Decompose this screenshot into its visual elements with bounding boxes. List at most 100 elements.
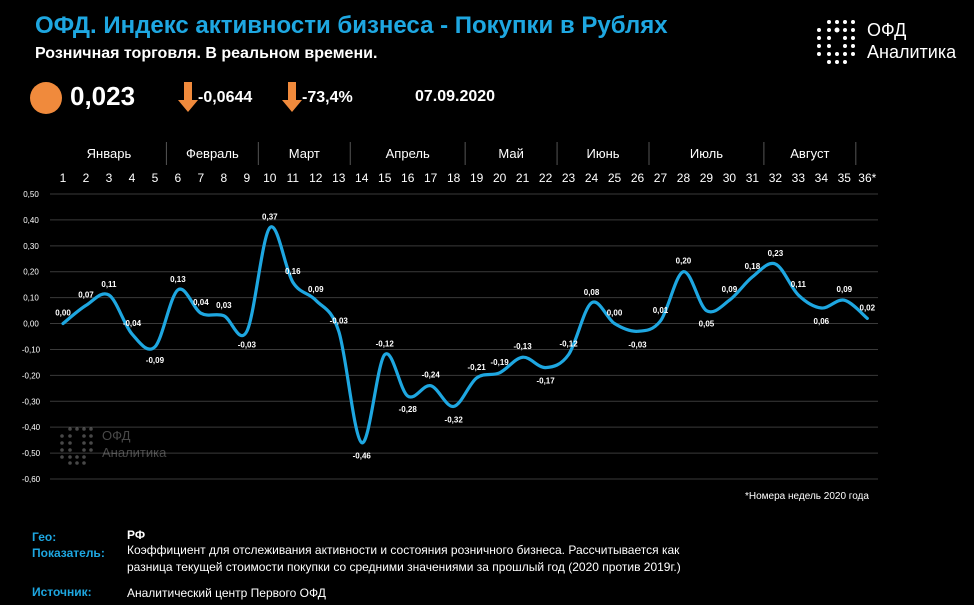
data-label: 0,04 xyxy=(193,298,209,307)
data-label: 0,18 xyxy=(745,262,761,271)
data-label: 0,01 xyxy=(653,306,669,315)
watermark-dots-icon xyxy=(60,427,93,465)
x-tick-label: 13 xyxy=(332,171,346,185)
logo-dots-icon xyxy=(817,20,855,64)
x-tick-label: 10 xyxy=(263,171,277,185)
x-tick-label: 34 xyxy=(815,171,829,185)
data-label: -0,28 xyxy=(399,405,418,414)
data-label: 0,11 xyxy=(101,280,117,289)
x-tick-label: 27 xyxy=(654,171,668,185)
data-label: 0,00 xyxy=(607,309,623,318)
geo-label: Гео: xyxy=(32,530,57,544)
data-label: -0,46 xyxy=(353,452,372,461)
indicator-line2: разница текущей стоимости покупки со сре… xyxy=(127,560,681,574)
geo-value: РФ xyxy=(127,528,146,542)
logo-line1: ОФД xyxy=(867,20,907,40)
month-label: Август xyxy=(790,146,829,161)
series-line xyxy=(61,225,869,445)
watermark-line2: Аналитика xyxy=(102,445,167,460)
x-tick-label: 8 xyxy=(221,171,228,185)
y-tick-label: 0,30 xyxy=(23,242,39,251)
x-tick-label: 30 xyxy=(723,171,737,185)
data-label: -0,12 xyxy=(376,340,395,349)
data-label: 0,20 xyxy=(676,257,692,266)
y-tick-label: -0,20 xyxy=(22,371,41,380)
data-label: -0,09 xyxy=(146,356,165,365)
month-label: Июнь xyxy=(587,146,620,161)
y-tick-label: 0,40 xyxy=(23,216,39,225)
x-tick-label: 4 xyxy=(129,171,136,185)
x-tick-label: 17 xyxy=(424,171,438,185)
data-label: -0,03 xyxy=(330,316,349,325)
arrow-down-icon xyxy=(178,82,198,112)
y-tick-label: -0,60 xyxy=(22,475,41,484)
data-label: 0,02 xyxy=(860,303,876,312)
x-tick-label: 9 xyxy=(243,171,250,185)
indicator-line1: Коэффициент для отслеживания активности … xyxy=(127,543,680,557)
x-tick-label: 29 xyxy=(700,171,714,185)
y-tick-label: -0,50 xyxy=(22,449,41,458)
data-label: 0,16 xyxy=(285,267,301,276)
y-tick-label: 0,50 xyxy=(23,190,39,199)
kpi-status-dot xyxy=(30,82,62,114)
data-label: -0,19 xyxy=(491,358,510,367)
x-tick-label: 21 xyxy=(516,171,530,185)
data-label: 0,09 xyxy=(837,285,853,294)
x-tick-label: 7 xyxy=(198,171,205,185)
x-tick-label: 24 xyxy=(585,171,599,185)
x-tick-label: 31 xyxy=(746,171,760,185)
data-label: -0,04 xyxy=(123,319,142,328)
data-label: -0,17 xyxy=(536,377,555,386)
data-label: 0,08 xyxy=(584,288,600,297)
data-label: 0,07 xyxy=(78,290,94,299)
data-label: 0,13 xyxy=(170,275,186,284)
x-tick-label: 18 xyxy=(447,171,461,185)
watermark-line1: ОФД xyxy=(102,428,131,443)
x-tick-label: 15 xyxy=(378,171,392,185)
week-numbers-note: *Номера недель 2020 года xyxy=(745,491,869,502)
x-tick-label: 19 xyxy=(470,171,484,185)
kpi-date: 07.09.2020 xyxy=(415,88,496,105)
data-label: -0,24 xyxy=(422,371,441,380)
kpi-delta-abs: -0,0644 xyxy=(198,89,253,106)
x-tick-label: 28 xyxy=(677,171,691,185)
x-tick-label: 3 xyxy=(106,171,113,185)
x-tick-label: 25 xyxy=(608,171,622,185)
kpi-delta-pct: -73,4% xyxy=(302,89,353,106)
y-tick-label: 0,10 xyxy=(23,294,39,303)
data-label: -0,12 xyxy=(559,340,578,349)
source-value: Аналитический центр Первого ОФД xyxy=(127,586,326,600)
indicator-label: Показатель: xyxy=(32,546,105,560)
x-tick-label: 6 xyxy=(175,171,182,185)
x-tick-label: 14 xyxy=(355,171,369,185)
x-tick-label: 5 xyxy=(152,171,159,185)
data-label: 0,05 xyxy=(699,320,715,329)
data-label: 0,09 xyxy=(722,285,738,294)
y-tick-label: -0,30 xyxy=(22,397,41,406)
x-tick-label: 22 xyxy=(539,171,553,185)
x-tick-label: 33 xyxy=(792,171,806,185)
month-label: Апрель xyxy=(386,146,430,161)
brand-logo: ОФД Аналитика xyxy=(815,18,965,68)
data-label: -0,32 xyxy=(445,415,464,424)
arrow-down-icon xyxy=(282,82,302,112)
x-tick-label: 35 xyxy=(838,171,852,185)
source-label: Источник: xyxy=(32,585,92,599)
x-tick-label: 36* xyxy=(858,171,876,185)
page-title: ОФД. Индекс активности бизнеса - Покупки… xyxy=(35,12,668,39)
data-label: 0,00 xyxy=(55,309,71,318)
month-label: Март xyxy=(289,146,320,161)
x-tick-label: 32 xyxy=(769,171,783,185)
x-tick-label: 23 xyxy=(562,171,576,185)
x-tick-label: 26 xyxy=(631,171,645,185)
page-subtitle: Розничная торговля. В реальном времени. xyxy=(35,45,378,62)
data-label: -0,13 xyxy=(513,342,532,351)
data-label: 0,09 xyxy=(308,285,324,294)
month-label: Январь xyxy=(87,146,132,161)
month-label: Май xyxy=(498,146,523,161)
x-tick-label: 20 xyxy=(493,171,507,185)
data-label: 0,11 xyxy=(791,280,807,289)
data-label: 0,37 xyxy=(262,213,278,222)
x-tick-label: 12 xyxy=(309,171,323,185)
